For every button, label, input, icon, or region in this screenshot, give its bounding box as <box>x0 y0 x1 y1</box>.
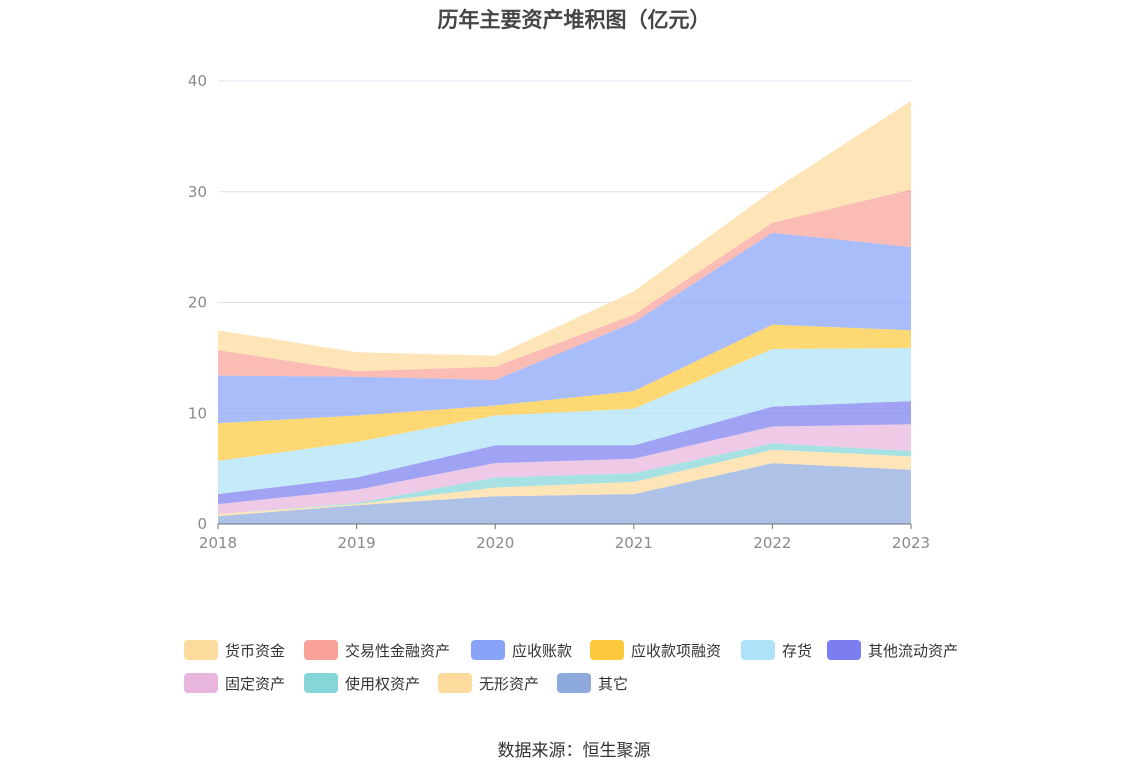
area-series-6 <box>218 324 911 461</box>
legend-swatch <box>438 673 472 693</box>
legend-swatch <box>741 640 775 660</box>
legend-label: 交易性金融资产 <box>345 641 451 660</box>
chart-title: 历年主要资产堆积图（亿元） <box>437 8 711 32</box>
legend-swatch <box>304 673 338 693</box>
legend-item[interactable]: 无形资产 <box>438 672 539 694</box>
y-tick-label: 20 <box>188 294 207 312</box>
legend-swatch <box>304 640 338 660</box>
legend-swatch <box>184 640 218 660</box>
legend-item[interactable]: 应收款项融资 <box>590 639 721 661</box>
area-series-3 <box>218 424 911 514</box>
x-tick-label: 2020 <box>476 534 514 552</box>
legend-label: 货币资金 <box>225 641 286 660</box>
legend-swatch <box>590 640 624 660</box>
source-note: 数据来源：恒生聚源 <box>497 741 651 761</box>
legend-label: 其它 <box>598 674 629 693</box>
area-series-1 <box>218 449 911 517</box>
legend-label: 固定资产 <box>225 674 286 693</box>
legend-label: 应收款项融资 <box>631 641 722 660</box>
legend-item[interactable]: 应收账款 <box>471 639 572 661</box>
area-series-5 <box>218 347 911 495</box>
legend-label: 使用权资产 <box>345 674 421 693</box>
area-series-7 <box>218 232 911 424</box>
legend-item[interactable]: 使用权资产 <box>304 672 420 694</box>
area-series-9 <box>218 100 911 372</box>
x-tick-label: 2019 <box>338 534 376 552</box>
legend-item[interactable]: 其他流动资产 <box>827 639 958 661</box>
legend-label: 其他流动资产 <box>868 641 959 660</box>
legend-item[interactable]: 货币资金 <box>184 639 285 661</box>
x-tick-label: 2023 <box>892 534 930 552</box>
area-series-2 <box>218 443 911 514</box>
x-tick-label: 2021 <box>615 534 653 552</box>
axes: 0 10 20 30 40 2018 2019 2020 2021 2022 2023 <box>188 72 930 552</box>
area-series-0 <box>218 463 911 524</box>
legend-swatch <box>184 673 218 693</box>
legend-label: 应收账款 <box>512 641 573 660</box>
y-tick-label: 10 <box>188 404 207 422</box>
legend-item[interactable]: 交易性金融资产 <box>304 639 450 661</box>
y-tick-label: 30 <box>188 183 207 201</box>
legend-swatch <box>827 640 861 660</box>
x-tick-label: 2018 <box>199 534 237 552</box>
legend-label: 无形资产 <box>479 674 540 693</box>
y-tick-label: 40 <box>188 72 207 90</box>
area-series <box>218 100 911 524</box>
legend-swatch <box>557 673 591 693</box>
area-series-8 <box>218 189 911 380</box>
legend-item[interactable]: 固定资产 <box>184 672 285 694</box>
legend-label: 存货 <box>782 641 813 660</box>
y-tick-label: 0 <box>197 515 207 533</box>
area-series-4 <box>218 401 911 505</box>
legend-item[interactable]: 其它 <box>557 672 628 694</box>
legend-item[interactable]: 存货 <box>741 639 812 661</box>
x-tick-label: 2022 <box>753 534 791 552</box>
legend-swatch <box>471 640 505 660</box>
